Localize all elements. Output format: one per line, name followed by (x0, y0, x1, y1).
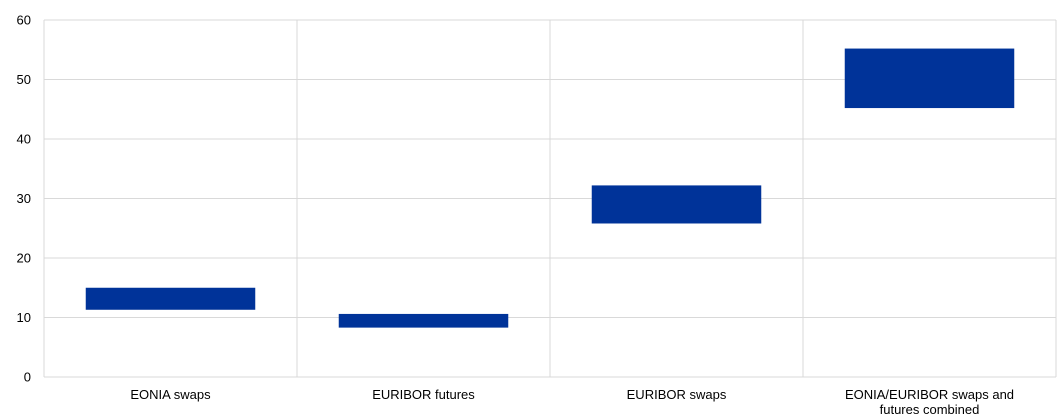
y-tick-label: 50 (17, 72, 31, 87)
range-bar (591, 185, 762, 224)
y-tick-label: 30 (17, 191, 31, 206)
y-tick-label: 40 (17, 132, 31, 147)
grid-lines (43, 19, 1057, 378)
range-bar (85, 287, 256, 310)
y-tick-label: 60 (17, 13, 31, 28)
range-bars (85, 48, 1015, 328)
category-label: EURIBOR swaps (627, 387, 727, 402)
category-label: EONIA swaps (130, 387, 211, 402)
x-axis-category-labels: EONIA swaps EURIBOR futures EURIBOR swaps E… (130, 387, 1014, 417)
y-axis-tick-labels: 0 10 20 30 40 50 60 (17, 13, 31, 385)
range-bar (844, 48, 1015, 109)
range-bar (338, 313, 509, 328)
category-label: EONIA/EURIBOR swaps and futures combined (845, 387, 1014, 417)
category-label: EURIBOR futures (372, 387, 475, 402)
y-tick-label: 0 (24, 370, 31, 385)
y-tick-label: 10 (17, 310, 31, 325)
y-tick-label: 20 (17, 251, 31, 266)
